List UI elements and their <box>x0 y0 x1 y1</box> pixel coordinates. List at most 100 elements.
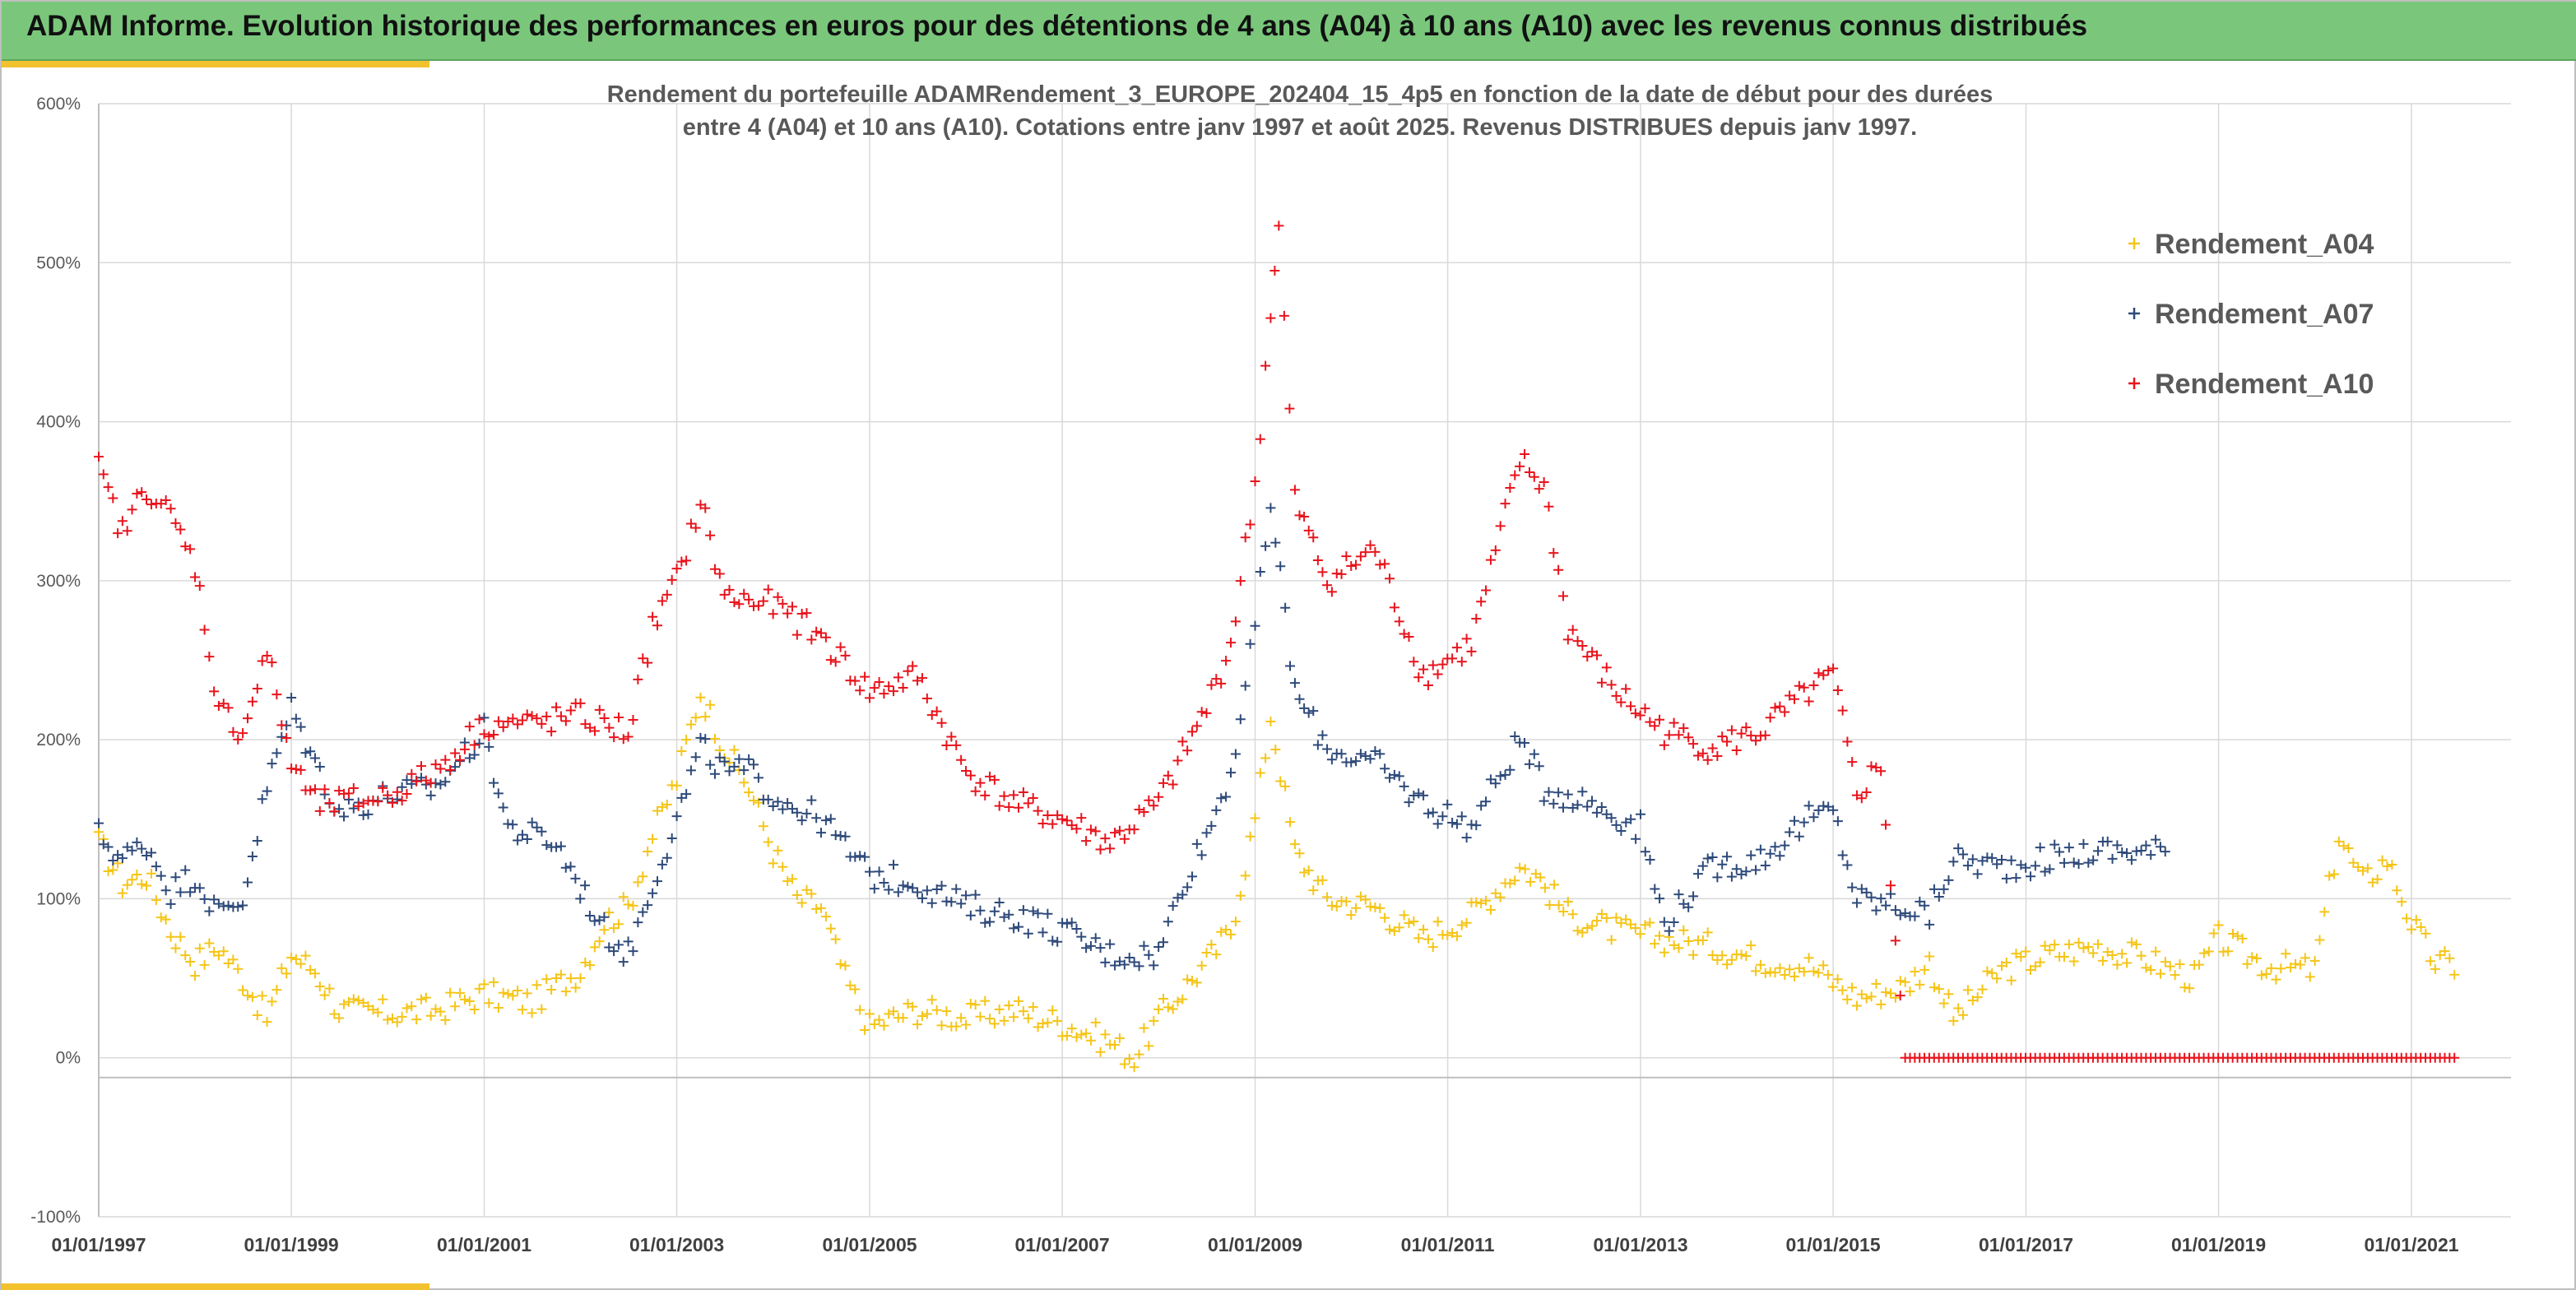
data-point <box>1822 969 1833 980</box>
data-point <box>758 596 768 606</box>
data-point <box>787 601 797 612</box>
data-point <box>931 706 942 717</box>
data-point <box>1596 801 1607 812</box>
data-point <box>411 776 422 787</box>
data-point <box>2049 839 2060 850</box>
data-point <box>2117 847 2128 857</box>
data-point <box>257 991 267 1001</box>
data-point <box>1659 740 1669 750</box>
data-point <box>204 906 215 916</box>
data-point <box>440 777 451 787</box>
data-point <box>1953 1003 1964 1014</box>
data-point <box>2141 840 2151 851</box>
data-point <box>1972 869 1983 879</box>
data-point <box>2276 963 2286 974</box>
data-point <box>2073 937 2084 948</box>
data-point <box>1813 668 1824 679</box>
data-point <box>2141 963 2151 973</box>
data-point <box>1177 889 1188 900</box>
data-point <box>1404 918 1414 929</box>
data-point <box>411 1014 422 1025</box>
data-point <box>2319 907 2330 917</box>
data-point <box>185 544 196 555</box>
data-point <box>2271 974 2281 985</box>
data-point <box>1832 684 1843 695</box>
data-point <box>1702 853 1713 864</box>
data-point <box>1235 890 1246 901</box>
data-point <box>589 726 600 736</box>
data-point <box>961 766 972 777</box>
data-point <box>1544 900 1555 911</box>
data-point <box>137 843 147 854</box>
data-point <box>921 693 932 703</box>
data-point <box>1726 725 1737 735</box>
data-point <box>638 907 648 917</box>
data-point <box>1299 511 1310 522</box>
data-point <box>1664 926 1674 936</box>
data-point <box>2102 836 2113 847</box>
data-point <box>652 620 662 631</box>
data-point <box>213 701 224 712</box>
data-point <box>1655 714 1665 725</box>
data-point <box>1659 947 1669 958</box>
legend-label: Rendement_A10 <box>2155 369 2374 400</box>
data-point <box>773 592 783 602</box>
data-point <box>1201 828 1212 838</box>
data-point <box>469 740 480 750</box>
data-point <box>1967 854 1978 865</box>
data-point <box>1114 1032 1125 1043</box>
data-point <box>1149 800 1159 811</box>
data-point <box>1260 753 1271 763</box>
data-point <box>970 1000 981 1010</box>
axes <box>98 104 2511 1217</box>
data-point <box>575 893 586 904</box>
data-point <box>1090 826 1101 837</box>
data-point <box>1418 924 1429 935</box>
data-point <box>2449 969 2460 980</box>
data-point <box>1621 914 1631 925</box>
data-point <box>739 777 750 788</box>
data-point <box>719 589 730 600</box>
data-point <box>1177 994 1188 1005</box>
data-point <box>459 994 470 1005</box>
data-point <box>860 671 870 682</box>
data-point <box>252 683 262 694</box>
data-point <box>825 655 836 666</box>
y-tick-labels: 600% 500% 400% 300% 200% 100% 0% -100% <box>30 95 81 1227</box>
data-point <box>643 847 653 857</box>
x-tick-label: 01/01/2011 <box>1401 1234 1495 1255</box>
data-point <box>985 1014 996 1024</box>
data-point <box>1688 739 1699 749</box>
data-point <box>1149 960 1159 971</box>
data-point <box>685 765 696 776</box>
data-point <box>1206 820 1217 831</box>
data-point <box>825 814 836 824</box>
data-point <box>103 842 114 852</box>
data-point <box>1789 815 1799 826</box>
data-point <box>142 880 152 891</box>
data-point <box>1134 805 1144 815</box>
data-point <box>295 722 306 732</box>
data-point <box>348 994 359 1005</box>
data-point <box>657 859 667 870</box>
data-point <box>565 705 576 716</box>
data-point <box>917 893 927 903</box>
data-point <box>2136 950 2147 961</box>
data-point <box>430 759 441 770</box>
data-point <box>980 917 991 928</box>
legend-label: Rendement_A04 <box>2155 229 2374 260</box>
data-point <box>1317 730 1328 740</box>
data-point <box>276 963 287 973</box>
data-point <box>2049 940 2060 950</box>
data-point <box>1071 924 1082 935</box>
data-point <box>1562 634 1573 645</box>
data-point <box>1270 744 1281 754</box>
data-point <box>1997 854 2007 865</box>
data-point <box>387 797 397 808</box>
data-point <box>1866 761 1877 772</box>
data-point <box>951 884 962 894</box>
data-point <box>1230 616 1241 627</box>
data-point <box>1124 1053 1135 1064</box>
data-point <box>2078 838 2089 849</box>
data-point <box>2006 975 2017 986</box>
